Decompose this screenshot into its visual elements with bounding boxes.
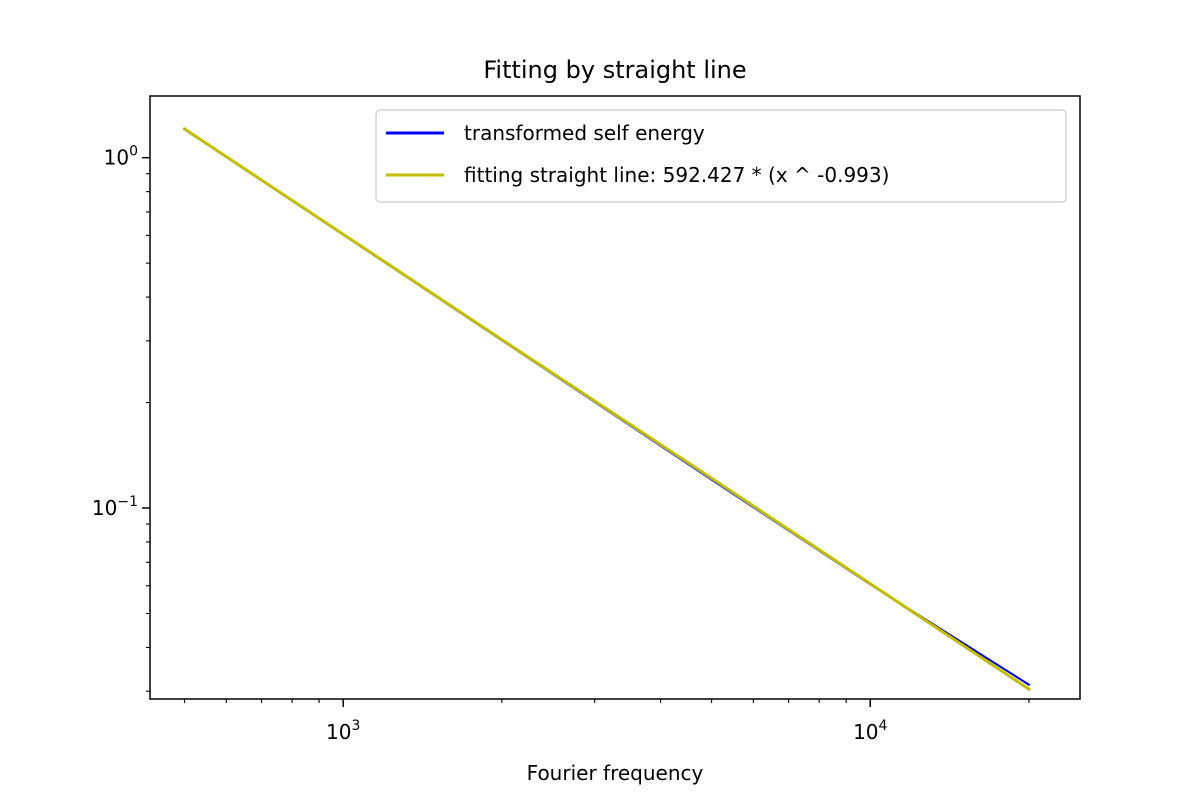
plot-frame xyxy=(149,95,1081,700)
legend-box xyxy=(375,109,1067,203)
x-tick-label: 104 xyxy=(853,718,887,744)
minor-ticks xyxy=(146,173,1030,703)
legend: transformed self energy fitting straight … xyxy=(375,109,1067,203)
series-line-2 xyxy=(182,126,1031,692)
chart-title: Fitting by straight line xyxy=(483,56,746,84)
legend-label-1: transformed self energy xyxy=(464,121,705,145)
series-layer xyxy=(182,126,1031,692)
x-tick-label: 103 xyxy=(326,718,360,744)
y-tick-label: 10−1 xyxy=(92,494,138,520)
major-ticks: 103 104 100 10−1 xyxy=(92,144,888,744)
legend-label-2: fitting straight line: 592.427 * (x ^ -0… xyxy=(464,163,889,187)
x-axis-label: Fourier frequency xyxy=(527,761,704,785)
y-tick-label: 100 xyxy=(104,144,138,170)
